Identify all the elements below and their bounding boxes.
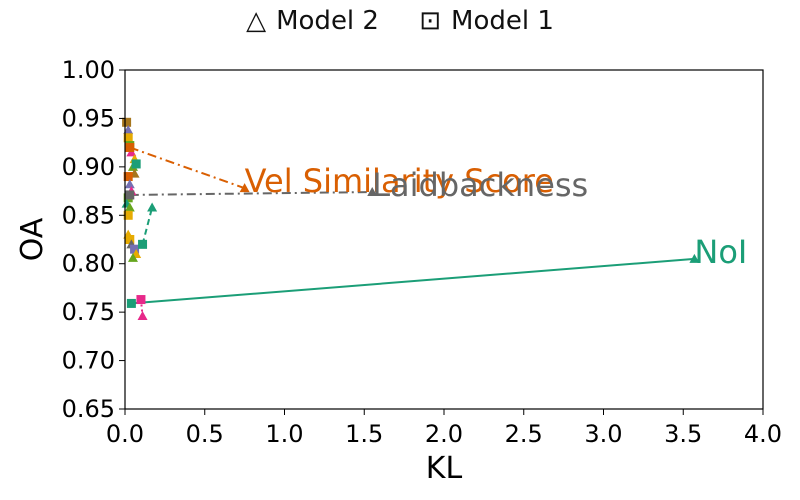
cluster-square-marker [130, 244, 140, 254]
legend-label-model-1: Model 1 [451, 6, 554, 36]
x-tick-label: 3.5 [664, 420, 702, 448]
x-tick-label: 2.0 [425, 420, 463, 448]
legend-item-model-1: ⊡ Model 1 [419, 6, 554, 36]
y-tick-label: 0.75 [62, 298, 115, 326]
series-label: Laidbackness [372, 166, 588, 204]
x-tick-label: 2.5 [505, 420, 543, 448]
y-tick-label: 0.95 [62, 104, 115, 132]
model-2-triangle-marker [137, 311, 148, 321]
y-tick-label: 0.65 [62, 395, 115, 423]
series-line [131, 257, 695, 305]
triangle-marker-icon: △ [246, 6, 267, 36]
model-1-square-marker [125, 190, 135, 200]
series-label: NoI [694, 233, 747, 271]
cluster-square-marker [123, 133, 133, 143]
axes: 0.0 0.5 1.0 1.5 2.0 2.5 3.0 3.5 4.0 0.65 0.70 0.75 0… [15, 56, 782, 486]
x-tick-label: 1.0 [265, 420, 303, 448]
x-tick-label: 3.0 [584, 420, 622, 448]
y-axis-label: OA [15, 217, 50, 261]
legend-label-model-2: Model 2 [276, 6, 379, 36]
y-tick-label: 0.85 [62, 201, 115, 229]
model-1-square-marker [125, 142, 135, 152]
series-line [129, 191, 373, 196]
series-line [129, 146, 245, 190]
plot-frame [124, 69, 764, 410]
series-line [141, 207, 154, 245]
model-2-triangle-marker [147, 202, 158, 212]
model-2-triangle-marker [689, 253, 700, 263]
x-tick-label: 1.5 [345, 420, 383, 448]
cluster-square-marker [123, 210, 133, 220]
cluster-triangle-marker [127, 252, 138, 262]
model-2-triangle-marker [367, 187, 378, 197]
model-1-square-marker [138, 239, 148, 249]
y-tick-label: 0.90 [62, 153, 115, 181]
data-points [121, 117, 700, 321]
cluster-triangle-marker [124, 179, 135, 189]
cluster-square-marker [122, 117, 132, 127]
legend-item-model-2: △ Model 2 [246, 6, 379, 36]
series-label: Vel Similarity Score [245, 162, 554, 200]
cluster-triangle-marker [123, 125, 134, 135]
x-tick-label: 0.0 [106, 420, 144, 448]
y-tick-label: 1.00 [62, 56, 115, 84]
y-tick-label: 0.80 [62, 250, 115, 278]
model-2-triangle-marker [239, 183, 250, 193]
cluster-triangle-marker [124, 202, 135, 212]
cluster-square-marker [125, 235, 135, 244]
x-tick-label: 0.5 [186, 420, 224, 448]
x-tick-label: 4.0 [744, 420, 782, 448]
y-tick-label: 0.70 [62, 347, 115, 375]
model-1-square-marker [136, 295, 146, 305]
x-axis-label: KL [426, 451, 463, 486]
cluster-square-marker [131, 159, 141, 169]
legend: △ Model 2 ⊡ Model 1 [0, 6, 800, 36]
model-1-square-marker [126, 298, 136, 308]
square-marker-icon: ⊡ [419, 6, 442, 36]
cluster-square-marker [123, 172, 133, 182]
series-lines [129, 146, 695, 317]
